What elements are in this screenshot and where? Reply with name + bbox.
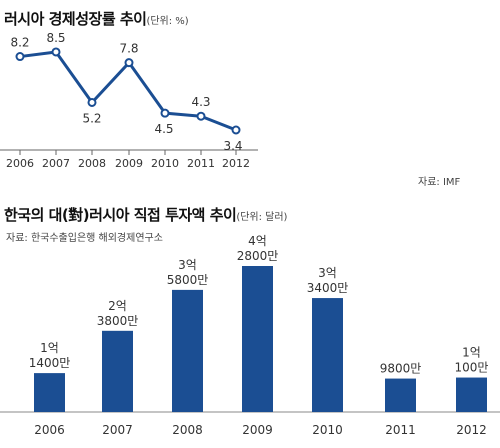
data-label: 8.5 [46,31,65,45]
x-tick-label: 2010 [151,157,179,170]
data-point [124,58,134,68]
data-point [15,52,25,62]
data-label: 100만 [455,361,489,375]
data-point [160,108,170,118]
data-point [196,111,206,121]
data-label: 3800만 [97,314,139,328]
bar [312,298,343,412]
bar-chart-source: 자료: 한국수출입은행 해외경제연구소 [6,233,163,244]
x-tick-label: 2009 [242,423,273,437]
data-label: 8.2 [10,36,29,50]
bar-chart-title: 한국의 대(對)러시아 직접 투자액 추이(단위: 달러) [4,204,287,225]
x-tick-label: 2011 [187,157,215,170]
line-chart: 2006 2007 2008 2009 2010 2011 2012 8.2 8.5 5.2 7.8… [0,31,258,170]
bar [456,377,487,412]
data-label: 3400만 [307,281,349,295]
x-tick-label: 2012 [456,423,487,437]
line-chart-unit: (단위: %) [146,16,189,27]
x-tick-label: 2007 [102,423,133,437]
bar [385,378,416,412]
data-point [87,97,97,107]
x-tick-label: 2009 [115,157,143,170]
x-tick-label: 2011 [385,423,416,437]
data-point [51,47,61,57]
data-label: 2800만 [237,249,279,263]
bar-chart-title-text: 한국의 대(對)러시아 직접 투자액 추이 [4,206,237,224]
data-label: 9800만 [380,362,422,376]
line-chart-title-text: 러시아 경제성장률 추이 [4,10,147,28]
bar [34,373,65,412]
x-tick-label: 2012 [222,157,250,170]
x-tick-label: 2008 [172,423,203,437]
data-label: 5800만 [167,273,209,287]
data-label: 5.2 [82,111,101,125]
x-tick-label: 2007 [42,157,70,170]
x-tick-label: 2008 [78,157,106,170]
data-label: 1억 [462,346,481,360]
x-tick-label: 2006 [6,157,34,170]
data-label: 3.4 [223,139,242,153]
data-point [231,125,241,135]
data-label: 4.5 [154,122,173,136]
data-label: 2억 [108,299,127,313]
data-label: 4.3 [191,95,210,109]
data-label: 4억 [248,234,267,248]
data-label: 3억 [318,266,337,280]
data-label: 1400만 [29,356,71,370]
bar [172,289,203,412]
line-chart-source: 자료: IMF [418,177,461,188]
x-tick-label: 2006 [34,423,65,437]
x-tick-label: 2010 [312,423,343,437]
bar-chart-unit: (단위: 달러) [236,212,288,223]
data-label: 3억 [178,258,197,272]
bar [242,266,273,412]
data-label: 1억 [40,341,59,355]
line-chart-title: 러시아 경제성장률 추이(단위: %) [4,8,189,29]
bar [102,330,133,412]
data-label: 7.8 [119,42,138,56]
